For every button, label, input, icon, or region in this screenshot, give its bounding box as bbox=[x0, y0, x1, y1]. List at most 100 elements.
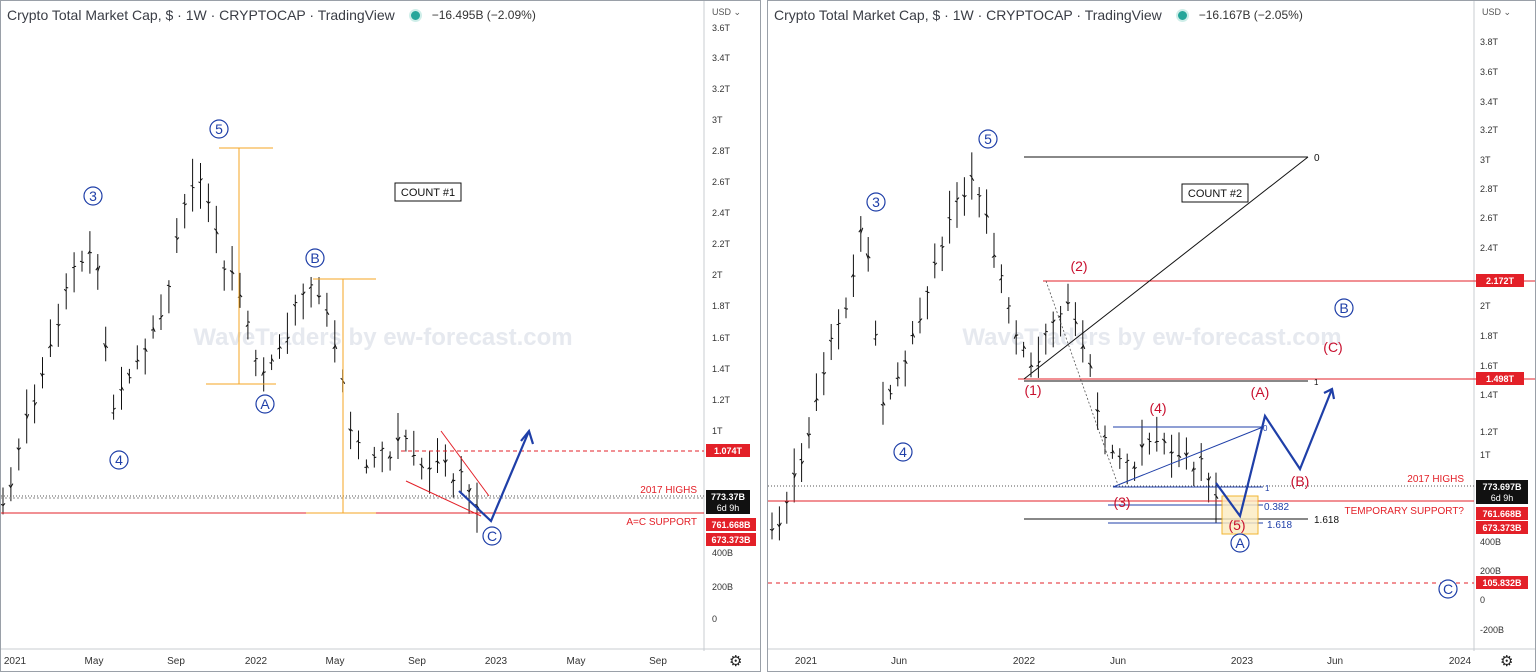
price-close bbox=[956, 197, 960, 201]
price-close bbox=[200, 178, 203, 181]
wave-label-red: (5) bbox=[1228, 517, 1245, 533]
price-open bbox=[769, 528, 773, 531]
price-open bbox=[1087, 362, 1091, 366]
price-open bbox=[1206, 478, 1209, 481]
currency-label: USD bbox=[1482, 7, 1502, 17]
price-close bbox=[1082, 343, 1086, 350]
price-close bbox=[882, 401, 886, 406]
price-close bbox=[1215, 495, 1219, 499]
price-open bbox=[1013, 333, 1017, 339]
fib-label: 1 bbox=[1314, 378, 1319, 387]
price-open bbox=[379, 449, 383, 452]
gear-icon[interactable]: ⚙ bbox=[729, 653, 743, 670]
price-open bbox=[1050, 321, 1054, 324]
price-open bbox=[873, 338, 876, 340]
chart-canvas[interactable]: 3.6T 3.4T 3.2T 3T 2.8T 2.6T 2.4T 2.2T 2T 1.8T 1.6T… bbox=[1, 1, 761, 672]
price-close bbox=[57, 323, 61, 327]
price-open bbox=[1169, 450, 1172, 454]
wave-label: C bbox=[487, 528, 497, 544]
price-open bbox=[939, 244, 943, 247]
wave-label-red: (C) bbox=[1323, 339, 1342, 355]
price-open bbox=[1065, 301, 1069, 305]
y-tick-label: 2.6T bbox=[1480, 213, 1499, 223]
x-tick-label: Sep bbox=[408, 656, 426, 667]
price-label-bg bbox=[706, 518, 756, 531]
gear-icon[interactable]: ⚙ bbox=[1500, 653, 1514, 670]
price-label-bg bbox=[706, 533, 756, 546]
chart-canvas[interactable]: 3.8T 3.6T 3.4T 3.2T 3T 2.8T 2.6T 2.4T 2T 1.8T 1.6T… bbox=[768, 1, 1536, 672]
price-open bbox=[1058, 315, 1061, 318]
price-close bbox=[26, 414, 30, 420]
wave-label: 4 bbox=[115, 452, 123, 468]
price-close bbox=[50, 343, 53, 347]
price-open bbox=[387, 454, 391, 459]
price-close bbox=[192, 186, 195, 189]
y-tick-label: 2T bbox=[712, 270, 723, 280]
price-close bbox=[1067, 301, 1071, 305]
price-close bbox=[381, 447, 385, 450]
price-close bbox=[318, 295, 322, 298]
y-tick-label: 200B bbox=[712, 582, 733, 592]
trend-dotted bbox=[1045, 280, 1119, 486]
price-close bbox=[468, 487, 472, 493]
price-close bbox=[771, 527, 775, 532]
price-label-bg bbox=[706, 444, 750, 457]
price-open bbox=[79, 260, 83, 263]
price-open bbox=[1043, 332, 1047, 336]
wave-label: C bbox=[1443, 581, 1453, 597]
price-close bbox=[113, 407, 116, 410]
price-open bbox=[991, 255, 995, 258]
y-tick-label: 1T bbox=[1480, 450, 1491, 460]
price-label-bg bbox=[1476, 274, 1524, 287]
price-close bbox=[941, 245, 945, 249]
price-open bbox=[466, 489, 470, 493]
price-open bbox=[1080, 345, 1084, 350]
y-tick-label: 3.2T bbox=[1480, 125, 1499, 135]
price-open bbox=[308, 286, 312, 289]
chevron-down-icon: ⌄ bbox=[1501, 7, 1512, 17]
currency-dropdown[interactable]: USD ⌄ bbox=[712, 7, 741, 18]
price-open bbox=[776, 523, 780, 528]
wave-label-circle bbox=[1334, 298, 1354, 318]
price-open bbox=[206, 200, 209, 204]
price-close bbox=[97, 265, 101, 272]
currency-dropdown[interactable]: USD ⌄ bbox=[1482, 7, 1511, 18]
y-tick-label: 3.2T bbox=[712, 84, 731, 94]
price-close bbox=[986, 214, 990, 218]
fib-label: 1.618 bbox=[1267, 520, 1292, 531]
price-open bbox=[1183, 452, 1187, 457]
fib-label: 1.618 bbox=[1314, 515, 1339, 526]
price-close bbox=[136, 359, 140, 362]
wave-label-circle bbox=[83, 186, 103, 206]
price-open bbox=[285, 340, 288, 343]
price-open bbox=[87, 250, 91, 255]
price-close bbox=[287, 336, 290, 340]
y-tick-label: 0 bbox=[1480, 595, 1485, 605]
count-box bbox=[1181, 183, 1249, 203]
price-close bbox=[1089, 364, 1093, 369]
price-close bbox=[897, 376, 901, 379]
price-open bbox=[435, 460, 438, 463]
price-close bbox=[176, 237, 180, 241]
price-close bbox=[334, 343, 338, 350]
price-close bbox=[271, 358, 275, 362]
wave-label-circle bbox=[866, 192, 886, 212]
price-close bbox=[397, 436, 401, 442]
price-open bbox=[880, 403, 884, 407]
price-close bbox=[1119, 457, 1122, 460]
wedge-upper bbox=[440, 430, 490, 497]
price-close bbox=[105, 345, 109, 349]
price-close bbox=[2, 502, 6, 507]
price-close bbox=[302, 291, 306, 295]
y-tick-label: 0 bbox=[712, 614, 717, 624]
price-open bbox=[261, 370, 265, 376]
price-close bbox=[144, 347, 148, 353]
price-close bbox=[215, 230, 219, 235]
price-change: −16.167B (−2.05%) bbox=[1198, 8, 1303, 22]
price-open bbox=[887, 388, 891, 393]
price-close bbox=[904, 359, 908, 365]
x-tick-label: 2023 bbox=[485, 656, 508, 667]
price-open bbox=[348, 428, 351, 432]
price-open bbox=[126, 372, 130, 377]
price-close bbox=[875, 333, 878, 336]
